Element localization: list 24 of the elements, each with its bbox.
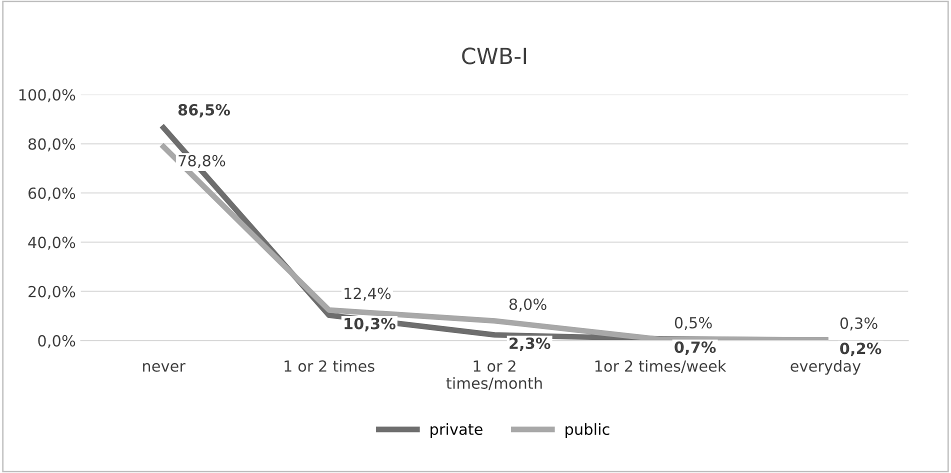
x-tick-label: 1 or 2 times/month — [446, 360, 542, 390]
y-tick-label: 100,0% — [19, 89, 76, 102]
y-tick-label: 0,0% — [38, 335, 76, 348]
data-label: 0,2% — [840, 342, 882, 356]
data-label: 10,3% — [344, 318, 396, 332]
chart-title: CWB-I — [462, 48, 526, 64]
data-label: 0,3% — [840, 317, 878, 331]
legend-label: public — [566, 423, 610, 438]
y-tick-label: 60,0% — [28, 187, 76, 201]
data-label: 2,3% — [510, 338, 550, 352]
x-tick-label: never — [143, 363, 186, 372]
y-tick-label: 20,0% — [28, 286, 76, 299]
data-label: 0,5% — [674, 316, 712, 330]
data-label: 78,8% — [178, 154, 226, 168]
x-tick-label: 1 or 2 times — [284, 360, 374, 372]
data-label: 12,4% — [344, 288, 391, 301]
x-tick-label: 1or 2 times/week — [595, 360, 726, 374]
data-label: 8,0% — [509, 298, 546, 312]
data-label: 0,7% — [674, 341, 716, 355]
data-label: 86,5% — [178, 104, 230, 118]
x-tick-label: everyday — [790, 360, 861, 375]
y-tick-label: 80,0% — [28, 138, 76, 152]
y-tick-label: 40,0% — [28, 236, 76, 250]
legend-label: private — [430, 423, 482, 438]
